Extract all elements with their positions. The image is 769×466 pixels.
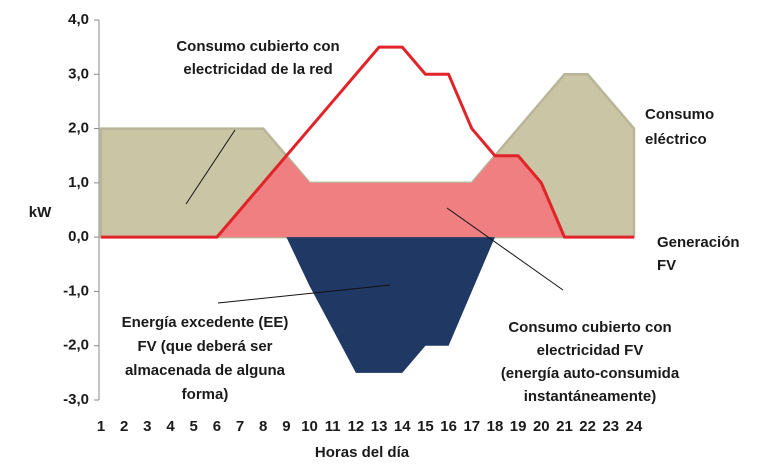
x-tick-label: 8: [259, 418, 267, 435]
x-tick-label: 14: [394, 418, 411, 435]
x-tick-label: 21: [556, 418, 573, 435]
area: [286, 237, 495, 373]
y-tick-label: 4,0: [68, 11, 89, 28]
x-tick-label: 9: [282, 418, 290, 435]
x-tick-label: 19: [510, 418, 527, 435]
annotation: eléctrico: [645, 131, 707, 148]
x-tick-label: 15: [417, 418, 434, 435]
y-tick-label: -2,0: [63, 337, 89, 354]
annotation: Energía excedente (EE): [122, 314, 289, 331]
line: [101, 45, 634, 239]
x-tick-label: 13: [371, 418, 388, 435]
x-tick-label: 22: [579, 418, 596, 435]
x-tick-label: 24: [626, 418, 643, 435]
x-axis-label: Horas del día: [315, 444, 410, 461]
area: [216, 155, 565, 238]
y-axis-label: kW: [29, 204, 52, 221]
leader-line: [446, 207, 564, 291]
x-tick-label: 6: [213, 418, 221, 435]
annotation: electricidad de la red: [183, 61, 332, 78]
annotation: FV: [657, 257, 676, 274]
annotation: Consumo cubierto con: [508, 319, 671, 336]
x-tick-label: 2: [120, 418, 128, 435]
x-tick-label: 11: [325, 418, 341, 435]
leader-line: [217, 284, 391, 304]
annotation: FV (que deberá ser: [137, 338, 272, 355]
annotation: forma): [182, 386, 229, 403]
y-tick-label: 1,0: [68, 174, 89, 191]
annotation: almacenada de alguna: [125, 362, 286, 379]
y-tick-label: 3,0: [68, 65, 89, 82]
x-tick-label: 7: [236, 418, 244, 435]
x-tick-label: 4: [166, 418, 175, 435]
x-tick-label: 17: [463, 418, 480, 435]
y-tick-label: 0,0: [68, 228, 89, 245]
x-tick-label: 18: [487, 418, 504, 435]
x-tick-label: 20: [533, 418, 550, 435]
x-tick-label: 10: [301, 418, 318, 435]
x-tick-label: 23: [602, 418, 619, 435]
y-tick-label: 2,0: [68, 120, 89, 137]
y-tick-label: -1,0: [63, 282, 89, 299]
x-tick-label: 1: [97, 418, 105, 435]
leader-line: [185, 129, 236, 205]
annotation: Generación: [657, 234, 740, 251]
annotation: electricidad FV: [537, 342, 644, 359]
annotation: (energía auto-consumida: [501, 365, 680, 382]
annotation: instantáneamente): [524, 388, 657, 405]
x-tick-label: 3: [143, 418, 151, 435]
y-tick-label: -3,0: [63, 391, 89, 408]
x-tick-label: 16: [440, 418, 457, 435]
x-tick-label: 5: [190, 418, 198, 435]
annotation: Consumo: [645, 106, 714, 123]
annotation: Consumo cubierto con: [176, 38, 339, 55]
x-tick-label: 12: [348, 418, 365, 435]
